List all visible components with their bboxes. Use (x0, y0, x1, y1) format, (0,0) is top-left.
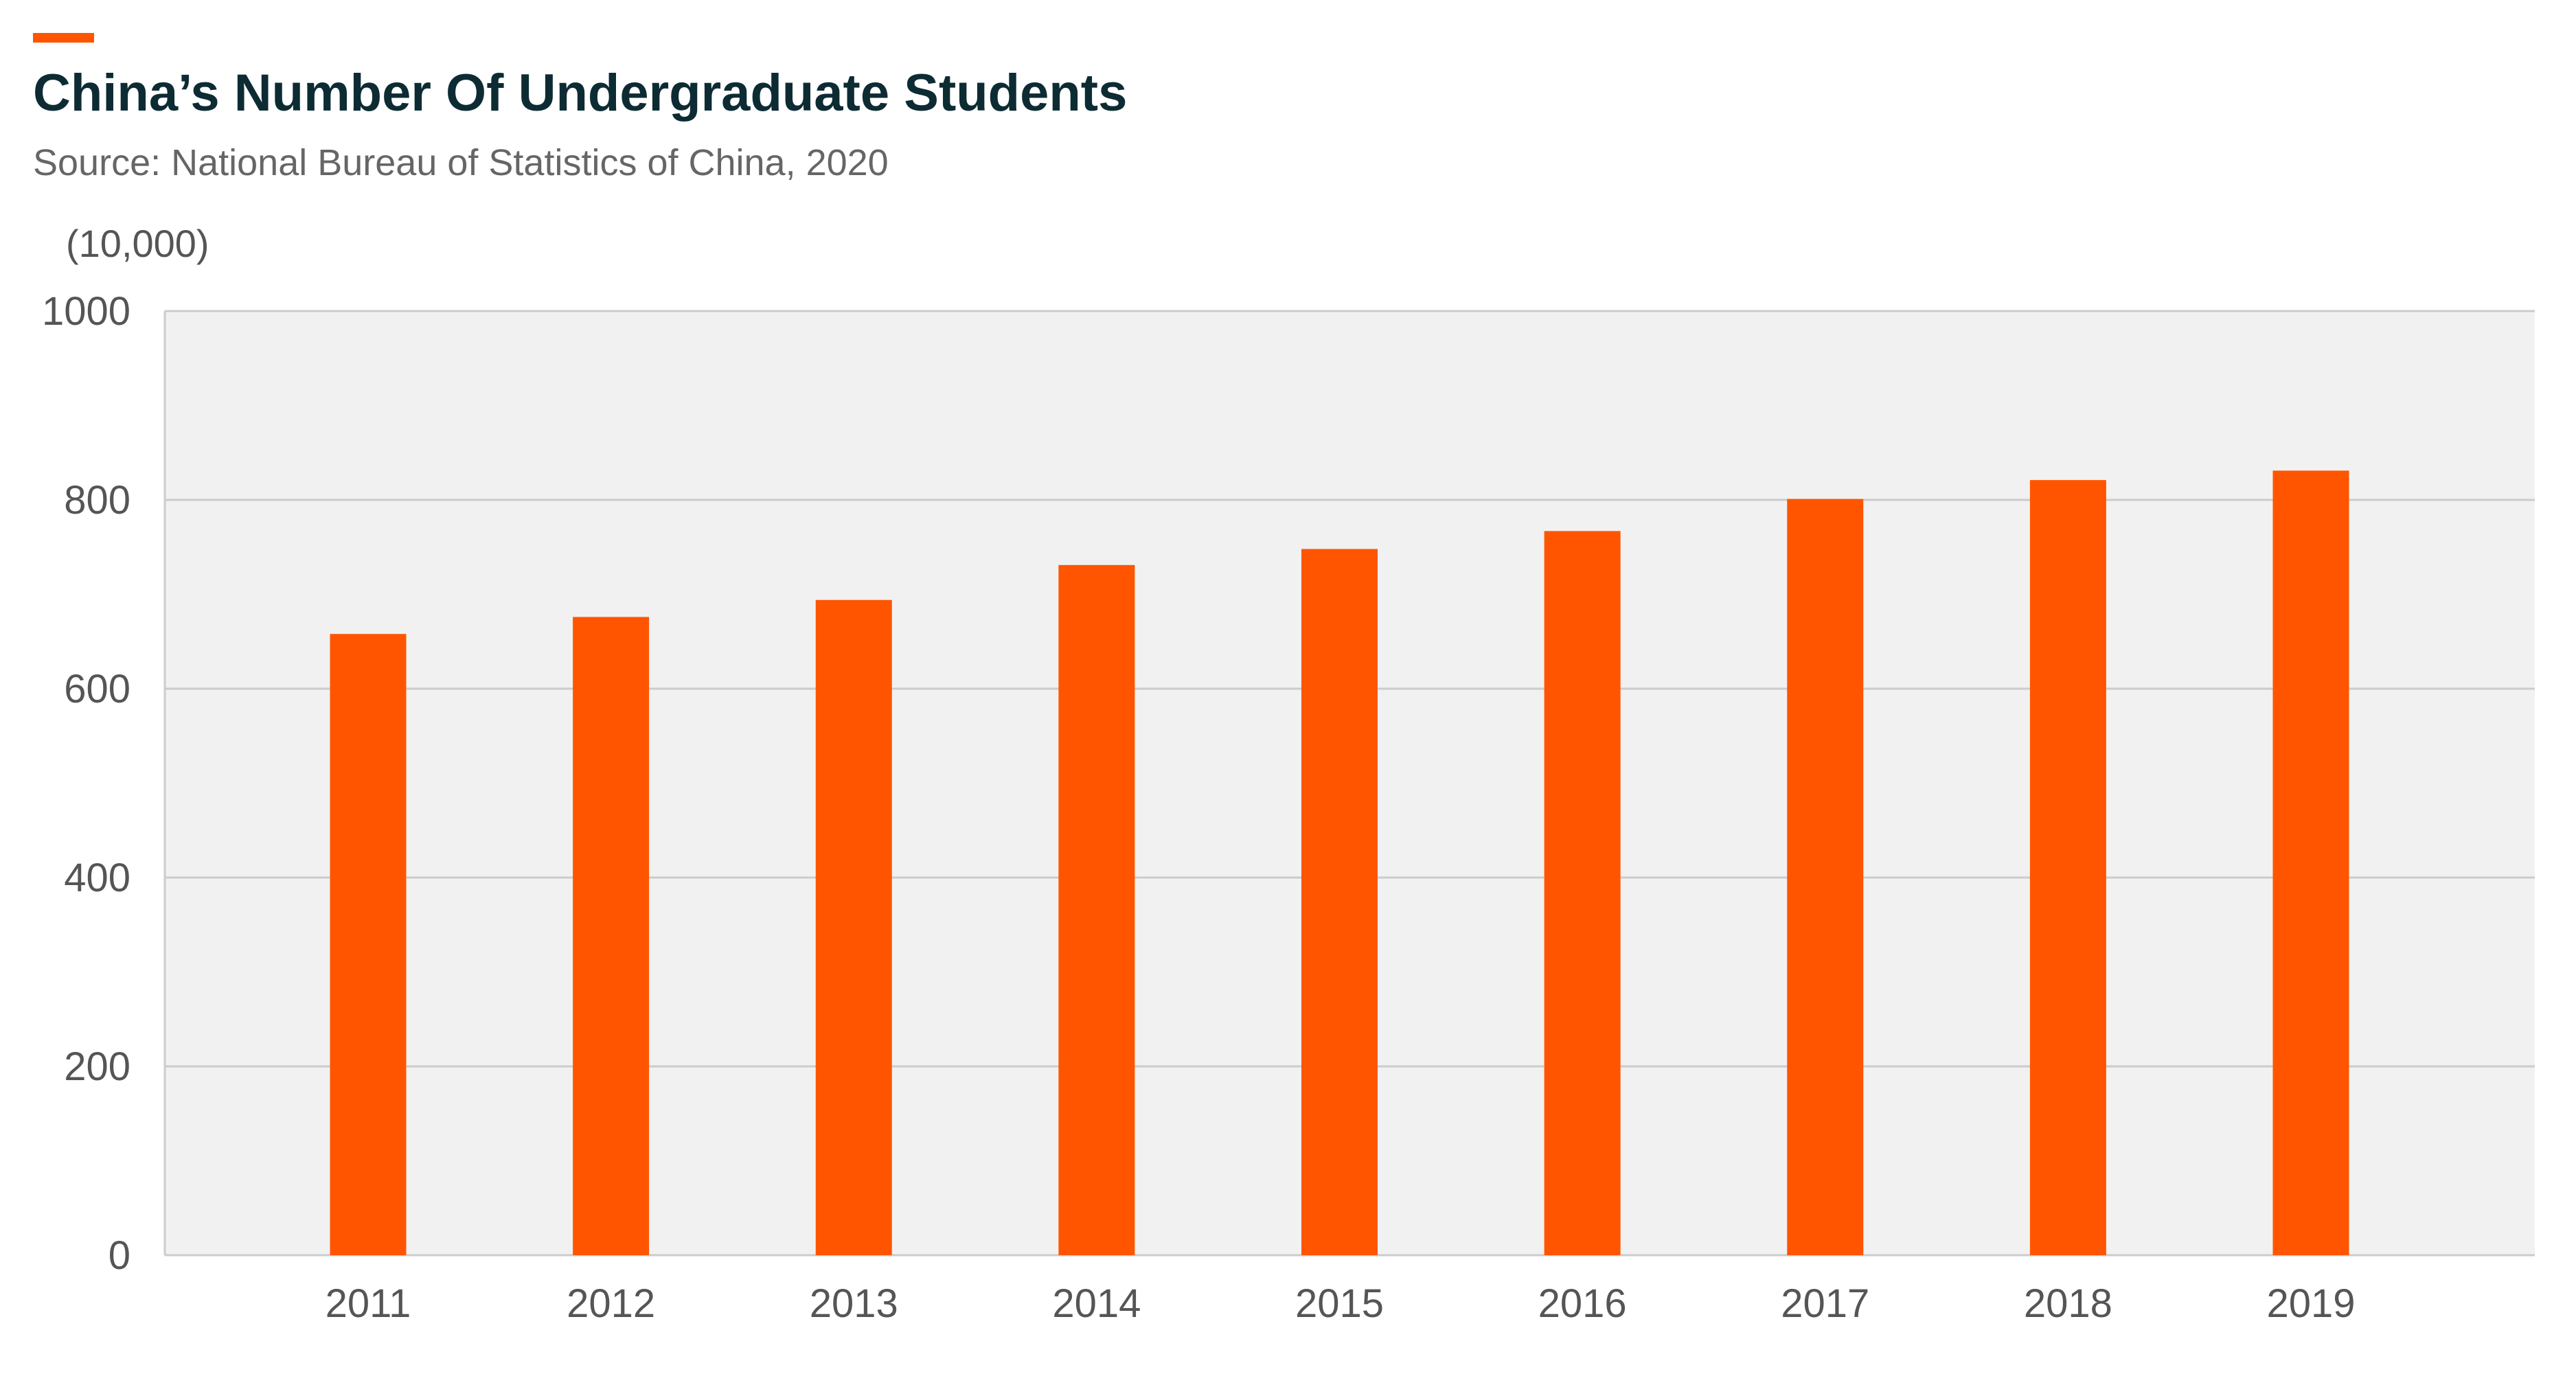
accent-bar (33, 33, 94, 43)
bar-2018 (2029, 480, 2106, 1255)
x-tick-label: 2018 (2024, 1281, 2112, 1326)
y-tick-label: 1000 (42, 289, 130, 334)
y-tick-label: 0 (109, 1233, 130, 1278)
y-tick-label: 200 (64, 1044, 130, 1089)
y-tick-label: 600 (64, 667, 130, 711)
bar-2019 (2272, 470, 2349, 1255)
y-axis-ticks: 0 200 400 600 800 1000 (42, 289, 130, 1278)
bar-2015 (1301, 549, 1378, 1255)
bar-2012 (573, 617, 650, 1255)
bars (330, 470, 2349, 1255)
y-tick-label: 400 (64, 856, 130, 900)
x-tick-label: 2011 (326, 1281, 411, 1326)
x-tick-label: 2014 (1052, 1281, 1141, 1326)
x-tick-label: 2017 (1781, 1281, 1869, 1326)
chart-source: Source: National Bureau of Statistics of… (33, 142, 889, 183)
x-tick-label: 2019 (2266, 1281, 2355, 1326)
x-tick-label: 2012 (567, 1281, 655, 1326)
bar-2016 (1544, 531, 1621, 1255)
x-tick-label: 2015 (1295, 1281, 1384, 1326)
chart-title: China’s Number Of Undergraduate Students (33, 64, 1128, 122)
y-axis-unit-label: (10,000) (66, 222, 209, 265)
x-tick-label: 2013 (810, 1281, 898, 1326)
x-axis-ticks: 2011 2012 2013 2014 2015 2016 2017 2018 2019 (326, 1281, 2356, 1326)
bar-2011 (330, 634, 407, 1255)
bar-2013 (815, 599, 892, 1255)
bar-2017 (1787, 499, 1864, 1255)
x-tick-label: 2016 (1538, 1281, 1627, 1326)
y-tick-label: 800 (64, 478, 130, 523)
bar-2014 (1058, 564, 1135, 1255)
